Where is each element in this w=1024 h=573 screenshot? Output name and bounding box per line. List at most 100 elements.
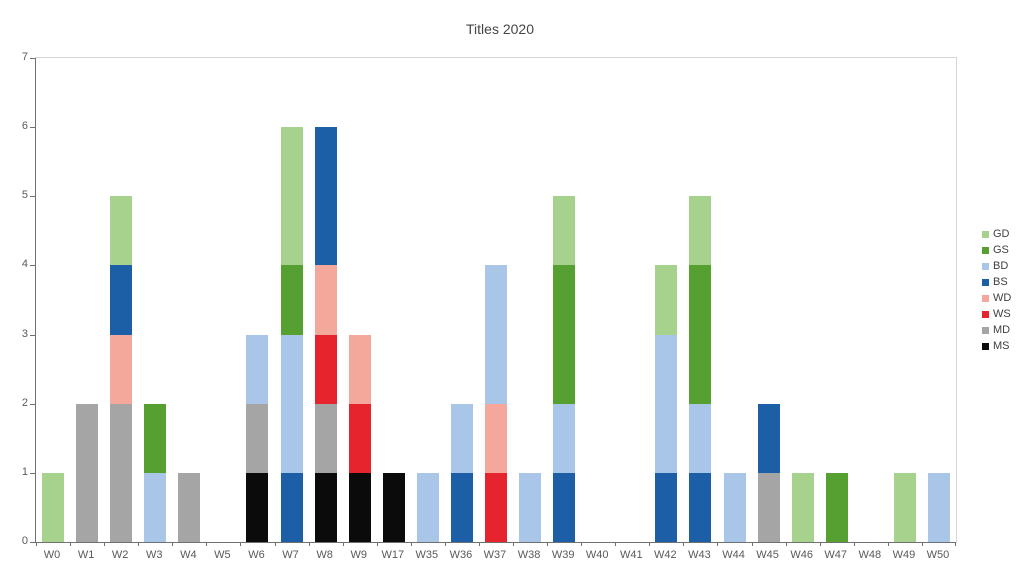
x-axis-tick xyxy=(240,542,242,546)
y-axis-label: 5 xyxy=(21,189,28,202)
bar-segment-BS xyxy=(689,472,712,542)
x-axis-tick xyxy=(206,542,208,546)
bar-W8 xyxy=(314,127,337,542)
legend-label: MS xyxy=(993,339,1010,352)
x-axis-tick xyxy=(785,542,787,546)
legend-item-WD: WD xyxy=(982,290,1024,306)
y-axis-tick xyxy=(30,334,36,336)
x-axis-label: W50 xyxy=(926,549,950,561)
legend-swatch-icon xyxy=(982,278,989,286)
legend-swatch-icon xyxy=(982,294,989,302)
x-axis-tick xyxy=(581,542,583,546)
bar-segment-MD xyxy=(178,472,201,542)
x-axis-label: W41 xyxy=(619,549,643,561)
legend-swatch-icon xyxy=(982,246,989,254)
bar-W17 xyxy=(382,472,405,542)
legend: GD GS BD BS WD WS MD MS xyxy=(982,226,1024,354)
bar-segment-GD xyxy=(553,196,576,266)
x-axis-tick xyxy=(683,542,685,546)
legend-label: BD xyxy=(993,259,1009,272)
x-axis-label: W39 xyxy=(551,549,575,561)
legend-item-GD: GD xyxy=(982,226,1024,242)
x-axis-label: W17 xyxy=(381,549,405,561)
bar-segment-BD xyxy=(655,334,678,473)
x-axis-label: W38 xyxy=(517,549,541,561)
x-axis-tick xyxy=(376,542,378,546)
bar-segment-MD xyxy=(246,403,269,473)
x-axis-label: W46 xyxy=(790,549,813,561)
y-axis-tick xyxy=(30,196,36,198)
legend-label: MD xyxy=(993,323,1011,336)
bar-segment-BD xyxy=(246,334,269,404)
legend-item-BS: BS xyxy=(982,274,1024,290)
x-axis-label: W3 xyxy=(146,549,163,561)
legend-label: WS xyxy=(993,307,1011,320)
x-axis-line xyxy=(35,542,956,543)
x-axis-tick xyxy=(274,542,276,546)
bar-W39 xyxy=(553,196,576,542)
legend-swatch-icon xyxy=(982,230,989,238)
legend-swatch-icon xyxy=(982,310,989,318)
y-axis-tick xyxy=(30,58,36,59)
x-axis-label: W7 xyxy=(282,549,299,561)
x-axis-tick xyxy=(444,542,446,546)
x-axis-tick xyxy=(70,542,72,546)
legend-item-BD: BD xyxy=(982,258,1024,274)
y-axis-tick xyxy=(30,472,36,474)
x-axis-label: W42 xyxy=(654,549,677,561)
x-axis-tick xyxy=(615,542,617,546)
y-axis-tick xyxy=(30,265,36,267)
y-axis-label: 1 xyxy=(21,465,28,478)
bar-segment-MD xyxy=(110,403,133,542)
bar-W4 xyxy=(178,472,201,542)
legend-label: GS xyxy=(993,243,1009,256)
bar-W49 xyxy=(893,472,916,542)
bar-segment-GS xyxy=(280,265,303,335)
x-axis-label: W9 xyxy=(350,549,367,561)
bar-segment-BD xyxy=(519,472,542,542)
x-axis-tick xyxy=(342,542,344,546)
x-axis-tick xyxy=(547,542,549,546)
legend-swatch-icon xyxy=(982,326,989,334)
bar-segment-GD xyxy=(655,265,678,335)
bar-W0 xyxy=(42,472,65,542)
bar-segment-BS xyxy=(655,472,678,542)
legend-item-MD: MD xyxy=(982,322,1024,338)
bar-W46 xyxy=(791,472,814,542)
bar-segment-MD xyxy=(314,403,337,473)
bar-W45 xyxy=(757,403,780,542)
bar-segment-BS xyxy=(450,472,473,542)
x-axis-tick xyxy=(36,542,37,546)
bar-W35 xyxy=(416,472,439,542)
bar-W3 xyxy=(144,403,167,542)
x-axis-label: W0 xyxy=(43,549,61,561)
x-axis-tick xyxy=(104,542,106,546)
bar-segment-BD xyxy=(485,265,507,404)
bar-W7 xyxy=(280,127,303,542)
x-axis-label: W43 xyxy=(688,549,711,561)
x-axis-label: W44 xyxy=(722,549,745,561)
bar-segment-WD xyxy=(485,403,507,473)
bar-segment-GS xyxy=(825,472,848,542)
bar-W43 xyxy=(689,196,712,542)
bar-segment-GS xyxy=(689,265,712,404)
y-axis-tick xyxy=(30,127,36,129)
x-axis-label: W4 xyxy=(180,549,197,561)
bar-W1 xyxy=(76,403,99,542)
y-axis-label: 4 xyxy=(21,258,28,271)
bar-segment-BS xyxy=(280,472,303,542)
x-axis-tick xyxy=(649,542,651,546)
y-axis-label: 0 xyxy=(21,535,28,547)
y-axis-tick xyxy=(30,542,36,543)
x-axis-tick xyxy=(853,542,855,546)
x-axis-label: W40 xyxy=(585,549,609,561)
y-axis-line xyxy=(35,58,36,542)
bar-segment-WD xyxy=(348,334,371,404)
x-axis-tick xyxy=(819,542,821,546)
bar-segment-GD xyxy=(893,472,916,542)
x-axis-tick xyxy=(172,542,174,546)
x-axis-tick xyxy=(887,542,889,546)
x-axis-label: W48 xyxy=(858,549,882,561)
bar-segment-BD xyxy=(553,403,576,473)
x-axis-label: W47 xyxy=(824,549,848,561)
